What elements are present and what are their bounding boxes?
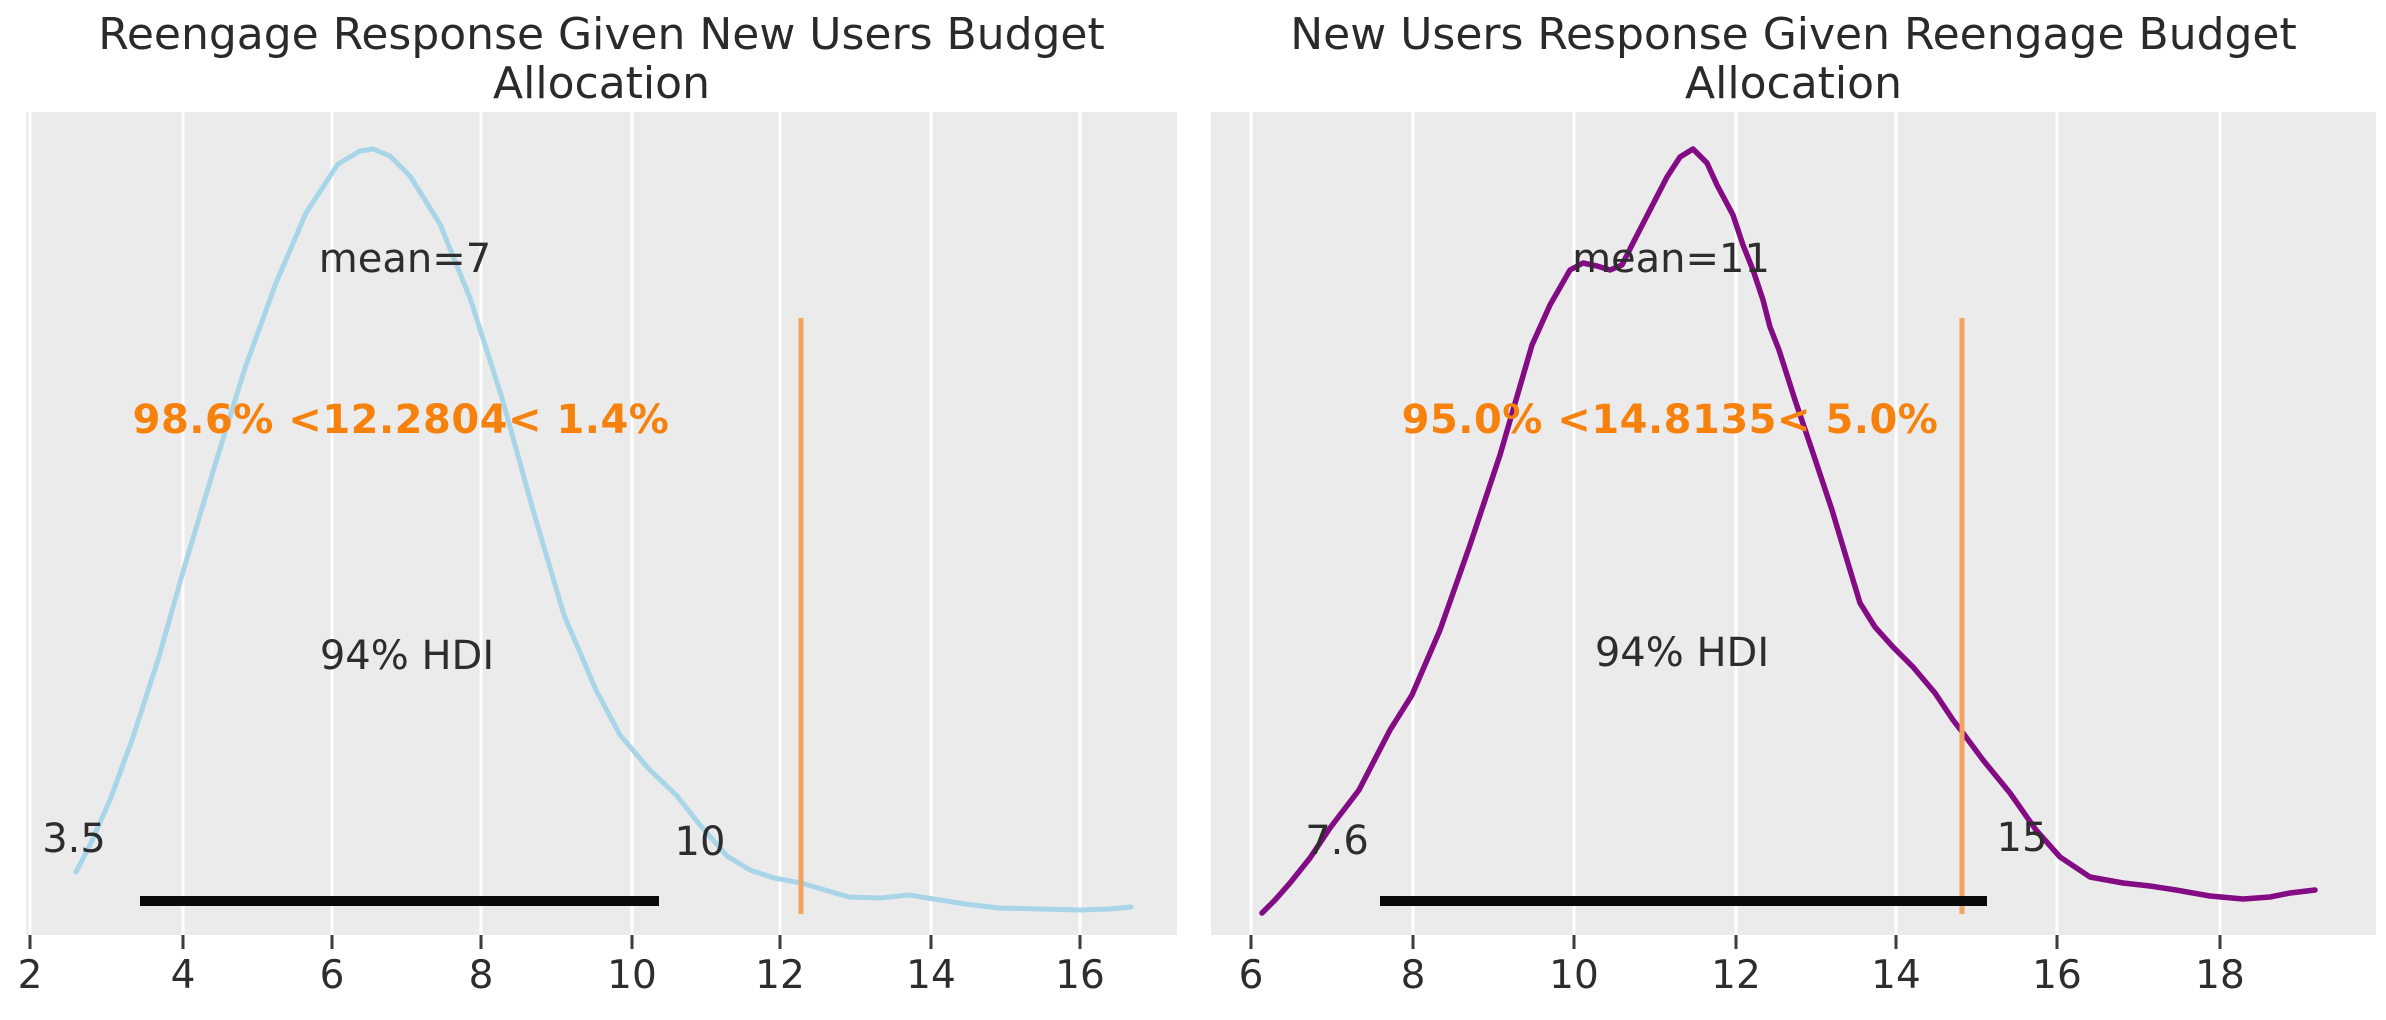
left-mean-annotation: mean=7 — [318, 236, 492, 282]
left-hdi-annotation: 94% HDI — [319, 633, 495, 679]
right-plot-canvas — [1249, 112, 2318, 949]
left-hdi-lower-label: 3.5 — [42, 816, 106, 862]
x-tick-label: 14 — [906, 953, 956, 998]
left-plot-title-line1: Reengage Response Given New Users Budget — [98, 9, 1105, 60]
x-tick-label: 12 — [755, 953, 805, 998]
left-kde-curve — [73, 146, 1134, 913]
right-ref-percentage-annotation: 95.0% <14.8135< 5.0% — [1401, 397, 1939, 443]
right-hdi-lower-label: 7.6 — [1305, 818, 1369, 864]
left-hdi-bar — [140, 896, 659, 906]
right-plot-title-line1: New Users Response Given Reengage Budget — [1290, 9, 2297, 60]
left-axis-ticks — [28, 935, 1082, 949]
x-tick-label: 18 — [2195, 953, 2245, 998]
x-tick-label: 2 — [17, 953, 43, 998]
right-hdi-annotation: 94% HDI — [1594, 630, 1770, 676]
right-mean-annotation: mean=11 — [1572, 236, 1770, 282]
x-tick-label: 8 — [1400, 953, 1426, 998]
x-tick-label: 8 — [468, 953, 494, 998]
left-plot-title-line2: Allocation — [493, 58, 710, 110]
left-gridlines — [28, 112, 1082, 935]
right-plot-title-line2: Allocation — [1685, 58, 1902, 110]
x-tick-label: 14 — [1871, 953, 1921, 998]
right-gridlines — [1249, 112, 2222, 935]
left-hdi-upper-label: 10 — [674, 819, 726, 865]
left-plot-canvas — [28, 112, 1134, 949]
right-plot-title: New Users Response Given Reengage Budget… — [1211, 10, 2376, 109]
right-kde-curve — [1259, 146, 2318, 916]
left-plot-area — [26, 112, 1177, 949]
x-tick-label: 10 — [607, 953, 657, 998]
x-tick-label: 6 — [1238, 953, 1264, 998]
right-plot-area — [1211, 112, 2376, 949]
left-ref-percentage-annotation: 98.6% <12.2804< 1.4% — [132, 397, 670, 443]
x-tick-label: 6 — [319, 953, 345, 998]
left-plot-title: Reengage Response Given New Users Budget… — [26, 10, 1177, 109]
x-tick-label: 12 — [1711, 953, 1761, 998]
x-tick-label: 16 — [2032, 953, 2082, 998]
right-axis-ticks — [1249, 935, 2222, 949]
x-tick-label: 10 — [1549, 953, 1599, 998]
right-hdi-upper-label: 15 — [1996, 815, 2048, 861]
x-tick-label: 16 — [1055, 953, 1105, 998]
right-hdi-bar — [1380, 896, 1987, 906]
x-tick-label: 4 — [170, 953, 196, 998]
